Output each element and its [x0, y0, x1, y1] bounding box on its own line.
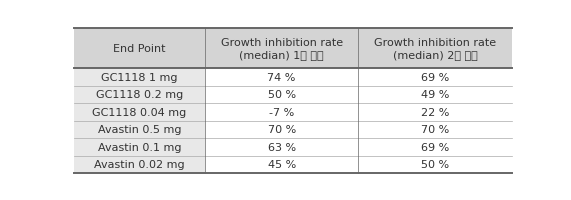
Bar [359, 156, 512, 173]
Bar [359, 29, 512, 69]
Text: Avastin 0.1 mg: Avastin 0.1 mg [98, 142, 181, 152]
Text: 45 %: 45 % [268, 160, 296, 170]
Bar [74, 69, 205, 86]
Text: 74 %: 74 % [267, 72, 296, 82]
Text: Growth inhibition rate
(median) 1차 실험: Growth inhibition rate (median) 1차 실험 [220, 37, 343, 60]
Bar [74, 29, 205, 69]
Bar [205, 69, 359, 86]
Text: 70 %: 70 % [268, 125, 296, 135]
Text: 69 %: 69 % [421, 72, 449, 82]
Text: 49 %: 49 % [421, 90, 449, 100]
Text: GC1118 0.2 mg: GC1118 0.2 mg [96, 90, 183, 100]
Text: End Point: End Point [113, 44, 166, 54]
Text: 70 %: 70 % [421, 125, 449, 135]
Text: 22 %: 22 % [421, 107, 449, 117]
Bar [74, 86, 205, 104]
Text: 69 %: 69 % [421, 142, 449, 152]
Bar [74, 138, 205, 156]
Bar [359, 138, 512, 156]
Text: Growth inhibition rate
(median) 2차 실험: Growth inhibition rate (median) 2차 실험 [374, 37, 496, 60]
Bar [74, 121, 205, 138]
Bar [205, 138, 359, 156]
Bar [359, 86, 512, 104]
Bar [74, 156, 205, 173]
Bar [359, 69, 512, 86]
Text: Avastin 0.02 mg: Avastin 0.02 mg [94, 160, 184, 170]
Text: 63 %: 63 % [268, 142, 296, 152]
Bar [205, 29, 359, 69]
Text: GC1118 0.04 mg: GC1118 0.04 mg [92, 107, 186, 117]
Text: GC1118 1 mg: GC1118 1 mg [101, 72, 178, 82]
Bar [205, 156, 359, 173]
Bar [205, 86, 359, 104]
Text: -7 %: -7 % [269, 107, 294, 117]
Text: 50 %: 50 % [268, 90, 296, 100]
Bar [74, 104, 205, 121]
Bar [205, 104, 359, 121]
Bar [205, 121, 359, 138]
Text: Avastin 0.5 mg: Avastin 0.5 mg [98, 125, 181, 135]
Text: 50 %: 50 % [421, 160, 449, 170]
Bar [359, 104, 512, 121]
Bar [359, 121, 512, 138]
